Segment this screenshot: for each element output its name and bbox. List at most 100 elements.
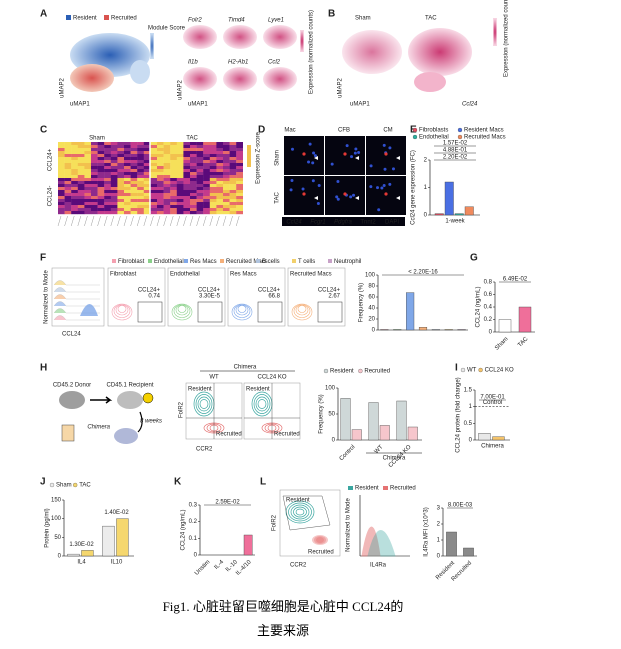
x-tick-label: Sham bbox=[494, 336, 509, 351]
y-tick-label: 0.2 bbox=[484, 317, 493, 323]
label: Control bbox=[483, 400, 502, 406]
heatmap-cell bbox=[150, 163, 158, 167]
heatmap-cell bbox=[223, 142, 230, 146]
gene-tick bbox=[97, 215, 101, 227]
heatmap-cell bbox=[137, 157, 144, 161]
heatmap-cell bbox=[137, 160, 144, 164]
heatmap-cell bbox=[124, 151, 131, 155]
heatmap-cell bbox=[163, 178, 171, 182]
heatmap-cell bbox=[157, 208, 164, 212]
color-scale bbox=[493, 18, 497, 46]
heatmap-cell bbox=[117, 187, 125, 191]
nucleus bbox=[317, 184, 321, 188]
heatmap-cell bbox=[170, 208, 177, 212]
label: CCL24+ bbox=[138, 288, 161, 294]
label: CCL24 bbox=[62, 332, 81, 338]
heatmap-cell bbox=[209, 142, 217, 146]
label: Resident bbox=[286, 498, 310, 504]
heatmap-cell bbox=[190, 199, 197, 203]
bar bbox=[407, 426, 418, 441]
y-tick-label: 0.3 bbox=[189, 503, 198, 509]
umap-feature bbox=[223, 25, 257, 49]
heatmap-cell bbox=[117, 148, 125, 152]
gate bbox=[317, 301, 343, 323]
legend-swatch bbox=[292, 259, 296, 263]
heatmap-cell bbox=[216, 151, 224, 155]
legend-swatch bbox=[220, 259, 224, 263]
heatmap-cell bbox=[216, 175, 224, 179]
heatmap-cell bbox=[104, 163, 111, 167]
nucleus bbox=[307, 160, 311, 164]
histogram bbox=[53, 315, 100, 321]
y-tick-label: 1.5 bbox=[464, 388, 473, 394]
heatmap-cell bbox=[130, 196, 138, 200]
heatmap-cell bbox=[236, 157, 243, 161]
bar bbox=[67, 553, 80, 557]
heatmap-cell bbox=[223, 211, 230, 215]
heatmap-cell bbox=[209, 190, 217, 194]
heatmap-cell bbox=[77, 169, 85, 173]
label: uMAP1 bbox=[350, 102, 370, 108]
heatmap-cell bbox=[229, 175, 237, 179]
heatmap-cell bbox=[183, 157, 191, 161]
label: 66.8 bbox=[268, 294, 280, 300]
heatmap-cell bbox=[58, 181, 65, 185]
heatmap-cell bbox=[64, 172, 72, 176]
heatmap-cell bbox=[209, 160, 217, 164]
heatmap-cell bbox=[110, 154, 118, 158]
heatmap-cell bbox=[104, 160, 111, 164]
heatmap-cell bbox=[176, 142, 184, 146]
heatmap-cell bbox=[196, 178, 204, 182]
heatmap-cell bbox=[97, 196, 105, 200]
heatmap-cell bbox=[157, 199, 164, 203]
heatmap-cell bbox=[58, 154, 65, 158]
heatmap-cell bbox=[130, 154, 138, 158]
heatmap-cell bbox=[97, 187, 105, 191]
label: Resident bbox=[246, 387, 270, 393]
heatmap-cell bbox=[209, 145, 217, 149]
heatmap-cell bbox=[209, 172, 217, 176]
y-tick-label: 100 bbox=[51, 516, 62, 522]
heatmap-cell bbox=[137, 142, 144, 146]
gene-name: H2-Ab1 bbox=[228, 60, 248, 66]
heatmap-cell bbox=[163, 208, 171, 212]
heatmap-cell bbox=[137, 205, 144, 209]
label: Sham bbox=[89, 136, 105, 142]
panel-letter: C bbox=[40, 125, 47, 136]
heatmap-cell bbox=[97, 166, 105, 170]
heatmap-cell bbox=[77, 178, 85, 182]
umap-cluster bbox=[342, 30, 402, 74]
gene-name: Folr2 bbox=[188, 18, 202, 24]
heatmap-cell bbox=[216, 205, 224, 209]
heatmap-cell bbox=[176, 145, 184, 149]
heatmap-cell bbox=[64, 166, 72, 170]
tube bbox=[61, 424, 75, 442]
heatmap-cell bbox=[137, 151, 144, 155]
bar bbox=[393, 329, 402, 331]
heatmap-cell bbox=[84, 166, 92, 170]
heatmap-cell bbox=[236, 163, 243, 167]
heatmap-cell bbox=[71, 172, 78, 176]
bar bbox=[492, 436, 505, 441]
heatmap-cell bbox=[64, 211, 72, 215]
heatmap-cell bbox=[124, 145, 131, 149]
heatmap-cell bbox=[190, 187, 197, 191]
y-tick-label: 0 bbox=[194, 553, 198, 559]
flow-contour bbox=[113, 304, 131, 318]
heatmap-cell bbox=[183, 202, 191, 206]
y-tick-label: 0 bbox=[372, 328, 376, 334]
heatmap-cell bbox=[170, 169, 177, 173]
heatmap-cell bbox=[84, 172, 92, 176]
heatmap-cell bbox=[196, 208, 204, 212]
heatmap-cell bbox=[196, 184, 204, 188]
heatmap-cell bbox=[236, 190, 243, 194]
heatmap-cell bbox=[91, 166, 98, 170]
p-value: 2.59E-02 bbox=[215, 500, 240, 506]
label: Chimera bbox=[383, 456, 406, 462]
heatmap-cell bbox=[104, 187, 111, 191]
heatmap-cell bbox=[71, 208, 78, 212]
heatmap-cell bbox=[196, 154, 204, 158]
heatmap-cell bbox=[170, 202, 177, 206]
heatmap-cell bbox=[143, 169, 151, 173]
heatmap-cell bbox=[170, 151, 177, 155]
